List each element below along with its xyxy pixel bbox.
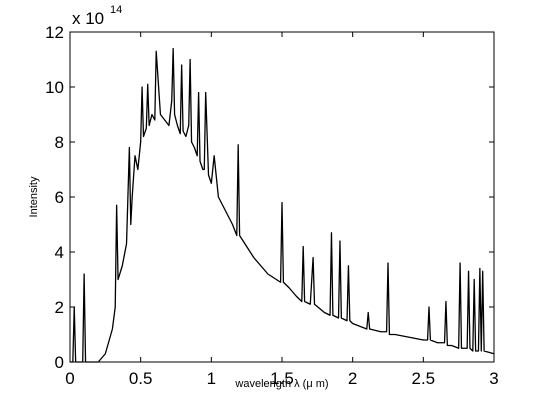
plot-frame: [69, 31, 495, 363]
y-tick-label: 6: [55, 188, 64, 207]
y-tick-label: 8: [55, 133, 64, 152]
x-tick-label: 2.5: [412, 369, 436, 388]
y-tick-label: 4: [55, 243, 64, 262]
spectrum-line: [70, 47, 495, 363]
y-tick-label: 0: [55, 353, 64, 372]
y-tick-label: 2: [55, 298, 64, 317]
y-axis-label: Intensity: [28, 176, 40, 217]
y-tick-label: 10: [45, 78, 64, 97]
x-tick-label: 1.5: [270, 369, 294, 388]
y-multiplier-base: x 10: [72, 9, 104, 28]
x-tick-label: 2: [348, 369, 357, 388]
x-tick-label: 0.5: [129, 369, 153, 388]
x-tick-label: 0: [65, 369, 74, 388]
y-multiplier-exponent: 14: [110, 4, 122, 16]
y-tick-label: 12: [45, 23, 64, 42]
x-tick-label: 3: [489, 369, 498, 388]
x-axis-label: wavelength λ (μ m): [234, 378, 328, 390]
x-tick-label: 1: [207, 369, 216, 388]
